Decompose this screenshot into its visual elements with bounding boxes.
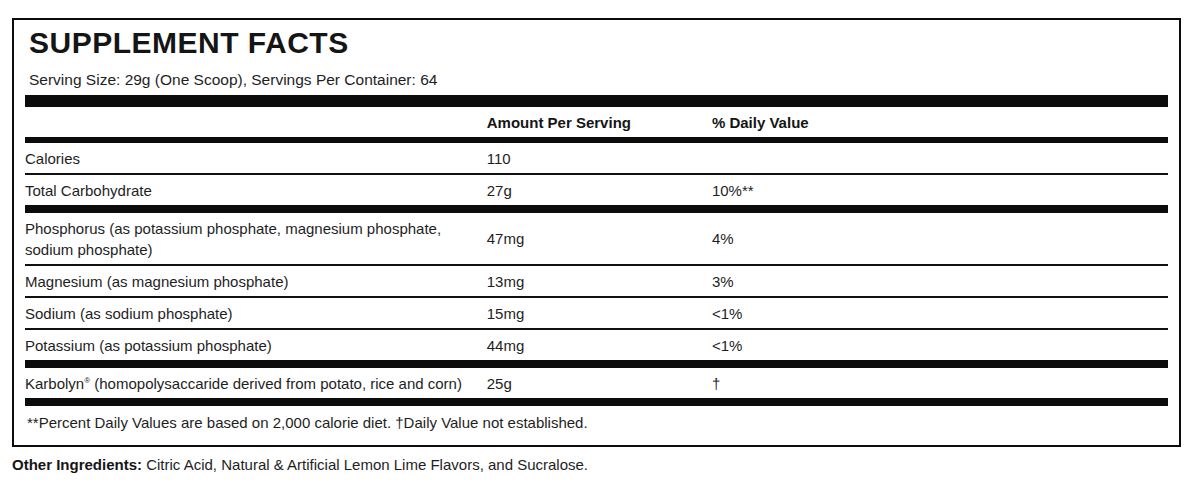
amount-value: 15mg [487,297,712,329]
facts-header-row: Amount Per Serving % Daily Value [25,107,1168,140]
daily-value: † [712,364,1168,402]
footnote: **Percent Daily Values are based on 2,00… [25,406,1168,445]
nutrient-label: Sodium (as sodium phosphate) [25,297,487,329]
amount-value: 25g [487,364,712,402]
nutrient-column-header [25,107,487,140]
serving-info: Serving Size: 29g (One Scoop), Servings … [29,70,1168,89]
amount-value: 47mg [487,209,712,265]
amount-column-header: Amount Per Serving [487,107,712,140]
daily-value: <1% [712,297,1168,329]
daily-value [712,140,1168,174]
registered-trademark-mark: ® [84,376,90,385]
daily-value: 10%** [712,174,1168,209]
table-row: Total Carbohydrate27g10%** [25,174,1168,209]
nutrient-label: Karbolyn® (homopolysaccaride derived fro… [25,364,487,402]
table-row: Calories110 [25,140,1168,174]
supplement-facts-panel: SUPPLEMENT FACTS Serving Size: 29g (One … [12,18,1181,447]
table-row: Sodium (as sodium phosphate)15mg<1% [25,297,1168,329]
table-row: Magnesium (as magnesium phosphate)13mg3% [25,265,1168,297]
facts-table: Amount Per Serving % Daily Value Calorie… [25,107,1168,406]
nutrient-label: Calories [25,140,487,174]
daily-value-column-header: % Daily Value [712,107,1168,140]
thick-divider-top [25,95,1168,107]
other-ingredients-line: Other Ingredients: Citric Acid, Natural … [12,455,1203,474]
amount-value: 110 [487,140,712,174]
nutrient-label: Phosphorus (as potassium phosphate, magn… [25,209,487,265]
amount-value: 44mg [487,329,712,364]
other-ingredients-text: Citric Acid, Natural & Artificial Lemon … [146,456,588,473]
nutrient-label: Potassium (as potassium phosphate) [25,329,487,364]
nutrient-label: Magnesium (as magnesium phosphate) [25,265,487,297]
amount-value: 27g [487,174,712,209]
table-row: Karbolyn® (homopolysaccaride derived fro… [25,364,1168,402]
daily-value: 4% [712,209,1168,265]
supplement-facts-page: SUPPLEMENT FACTS Serving Size: 29g (One … [0,0,1203,484]
nutrient-label: Total Carbohydrate [25,174,487,209]
amount-value: 13mg [487,265,712,297]
table-row: Phosphorus (as potassium phosphate, magn… [25,209,1168,265]
other-ingredients-label: Other Ingredients: [12,456,142,473]
facts-table-body: Calories110Total Carbohydrate27g10%**Pho… [25,140,1168,402]
table-row: Potassium (as potassium phosphate)44mg<1… [25,329,1168,364]
daily-value: 3% [712,265,1168,297]
panel-title: SUPPLEMENT FACTS [29,28,1168,58]
daily-value: <1% [712,329,1168,364]
